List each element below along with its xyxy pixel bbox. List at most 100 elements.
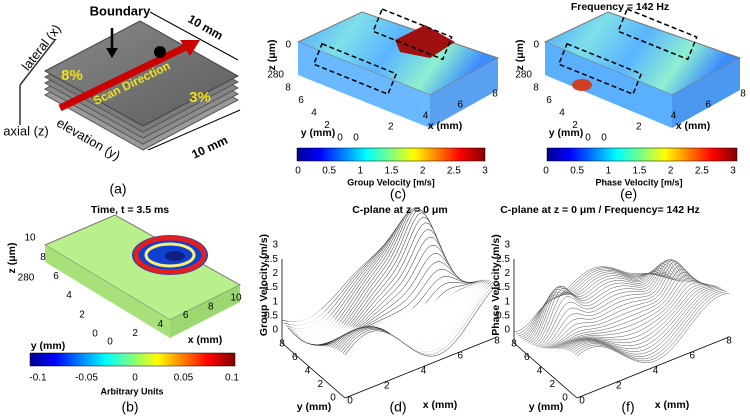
- y-tick-label: 2: [317, 379, 323, 390]
- x-tick-label: 4: [158, 319, 164, 330]
- z-tick-label: 0: [533, 40, 539, 51]
- z-tick-label: 0.5: [496, 310, 510, 321]
- panel-label: (e): [620, 186, 637, 202]
- y-tick-label: 4: [537, 366, 543, 377]
- x-tick-label: 4: [653, 366, 659, 377]
- y-tick-label: 0: [330, 393, 336, 404]
- axis-label: y (mm): [301, 127, 335, 139]
- panel-label: (f): [621, 399, 634, 415]
- y-tick-label: 0: [562, 393, 568, 404]
- z-tick-label: 2.5: [264, 254, 278, 265]
- group-velocity-volume: [296, 8, 500, 128]
- mesh-line: [559, 284, 712, 349]
- z-tick-label: 0: [272, 325, 278, 336]
- axis-line: [344, 336, 498, 399]
- y-tick-label: 6: [292, 352, 298, 363]
- mesh-line: [555, 280, 708, 349]
- axis-label: z (μm): [514, 40, 526, 71]
- x-tick-label: 2: [388, 122, 394, 133]
- mesh-line: [541, 260, 694, 349]
- axis-line: [576, 336, 730, 399]
- y-tick-label: 8: [285, 83, 291, 94]
- mesh-line: [513, 266, 667, 333]
- y-tick-label: 6: [53, 271, 59, 282]
- x-tick-label: 8: [494, 336, 500, 347]
- colorbar-tick-label: 0.05: [174, 373, 194, 384]
- z-tick-label: 0: [504, 325, 510, 336]
- z-tick-label: 2: [504, 268, 510, 279]
- y-tick-label: 8: [279, 339, 285, 350]
- colorbar-tick-label: 2: [420, 166, 426, 177]
- colorbar-tick-label: 1.5: [633, 166, 647, 177]
- mesh-line: [561, 285, 714, 350]
- axis-label: x (mm): [655, 399, 689, 411]
- z-tick-label: 1.5: [264, 282, 278, 293]
- panel-label: (b): [121, 399, 138, 415]
- y-tick-label: 8: [511, 339, 517, 350]
- colorbar-tick-label: 2: [668, 166, 674, 177]
- colorbar: [546, 147, 738, 162]
- x-tick-label: 0: [579, 396, 585, 407]
- mesh-line: [565, 286, 718, 350]
- mesh-line: [568, 287, 722, 355]
- mesh-line: [537, 258, 690, 348]
- colorbar-tick-label: -0.05: [75, 373, 98, 384]
- axis-label: x (mm): [188, 334, 222, 346]
- z-tick-label: 3: [504, 240, 510, 251]
- y-tick-label: 4: [305, 366, 311, 377]
- x-tick-label: 10: [230, 293, 242, 304]
- colorbar-tick-label: 0: [543, 166, 549, 177]
- colorbar-tick-label: 1: [358, 166, 364, 177]
- specimen-stack: [19, 11, 241, 151]
- y-tick-label: 6: [546, 95, 552, 106]
- y-tick-label: 4: [311, 108, 317, 119]
- y-tick-label: 2: [79, 309, 85, 320]
- z-tick-label: 280: [267, 70, 284, 81]
- x-tick-label: 6: [705, 100, 711, 111]
- panel-label: (a): [109, 181, 126, 197]
- x-tick-label: 6: [457, 351, 463, 362]
- mesh-line: [572, 290, 726, 360]
- axis-label: z (μm): [6, 243, 18, 274]
- annotation: axial (z): [3, 123, 49, 138]
- annotation: 10 mm: [189, 133, 229, 162]
- colorbar-tick-label: 3: [482, 166, 488, 177]
- mesh-line: [567, 286, 720, 352]
- annotation: 10 mm: [185, 12, 225, 43]
- axis-label: x (mm): [428, 120, 462, 132]
- x-tick-label: 6: [183, 310, 189, 321]
- axis-label: Group Velocity (m/s): [258, 234, 270, 336]
- mesh-line: [529, 263, 682, 344]
- mesh-line: [574, 291, 728, 362]
- mesh-line: [551, 274, 704, 349]
- mesh-line: [533, 259, 686, 346]
- z-tick-label: 1.5: [496, 282, 510, 293]
- colorbar-tick-label: 0: [132, 373, 138, 384]
- y-tick-label: 6: [298, 95, 304, 106]
- z-tick-label: 2: [272, 268, 278, 279]
- axis-label: y (mm): [31, 340, 65, 352]
- y-tick-label: 4: [559, 108, 565, 119]
- y-tick-label: 8: [533, 83, 539, 94]
- panel-title: Frequency = 142 Hz: [571, 1, 669, 13]
- y-tick-label: 10: [24, 233, 36, 244]
- mesh-line: [539, 259, 692, 348]
- z-tick-label: 1: [504, 296, 510, 307]
- z-tick-label: 3: [272, 240, 278, 251]
- colorbar-tick-label: 0.1: [225, 373, 239, 384]
- colorbar-tick-label: 0.5: [570, 166, 584, 177]
- axis-line: [281, 342, 346, 399]
- x-tick-label: 2: [636, 122, 642, 133]
- axis-label: y (mm): [549, 127, 583, 139]
- axis-label: y (mm): [529, 401, 563, 413]
- y-tick-label: 0: [585, 133, 591, 144]
- colorbar-tick-label: -0.1: [29, 373, 47, 384]
- mesh-line: [543, 263, 696, 349]
- colorbar-tick-label: 0: [295, 166, 301, 177]
- x-tick-label: 4: [423, 111, 429, 122]
- z-tick-label: 2.5: [496, 254, 510, 265]
- y-tick-label: 4: [66, 290, 72, 301]
- mesh-line: [525, 267, 678, 342]
- x-tick-label: 8: [740, 89, 746, 100]
